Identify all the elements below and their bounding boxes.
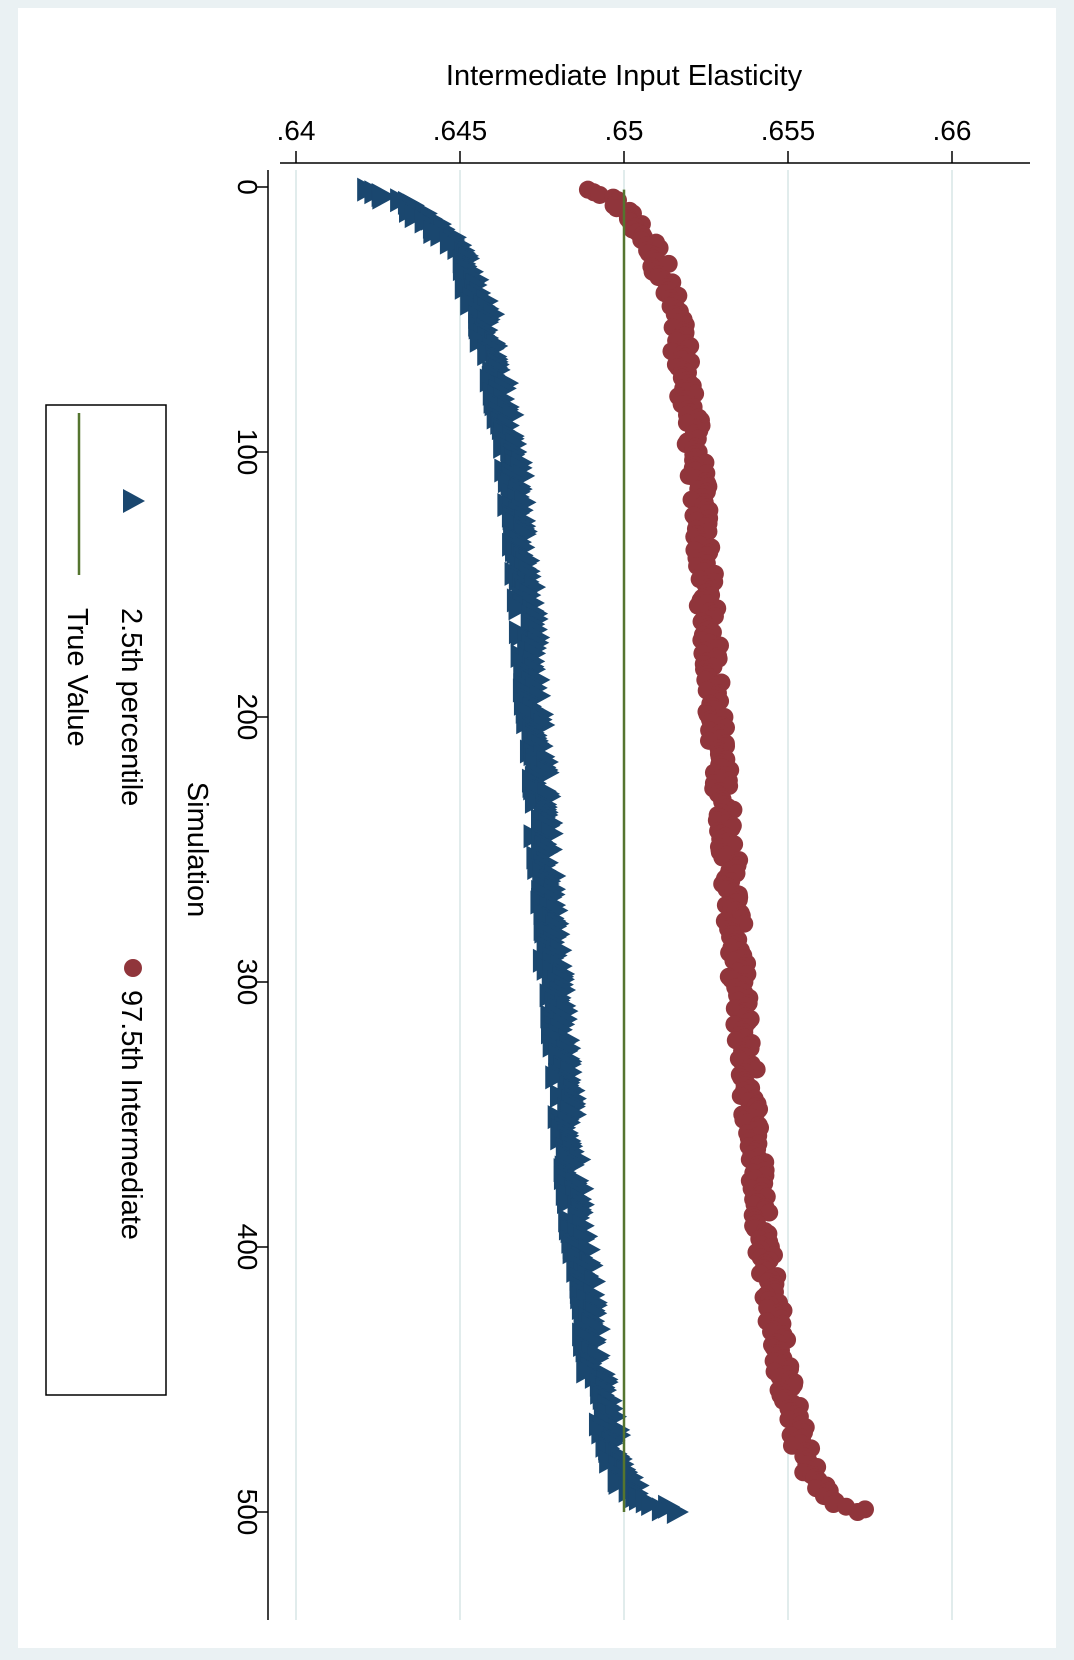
x-tick-label: 300: [232, 959, 263, 1006]
plot-area: [280, 170, 1030, 1620]
x-axis-title: Simulation: [181, 782, 213, 917]
legend-label-true-value: True Value: [61, 608, 93, 747]
point-2-5th-percentile: [666, 1500, 689, 1524]
legend-box: [45, 404, 167, 1396]
x-axis-simulation: 0 100 200 300 400 500: [232, 170, 269, 1620]
series-97-5th-intermediate: [578, 180, 874, 1521]
y-tick-label: .645: [433, 115, 488, 146]
x-tick-label: 500: [232, 1489, 263, 1536]
point-2-5th-percentile: [549, 1083, 572, 1108]
point-2-5th-percentile: [508, 596, 531, 621]
point-2-5th-percentile: [651, 1497, 674, 1522]
x-tick-label: 400: [232, 1224, 263, 1271]
point-2-5th-percentile: [545, 1065, 568, 1090]
legend-triangle-marker: [123, 489, 145, 513]
point-97-5th-intermediate: [590, 185, 609, 204]
y-tick-label: .66: [933, 115, 972, 146]
legend: 2.5th percentile 97.5th Intermediate Tru…: [45, 404, 167, 1396]
legend-circle-marker: [124, 959, 142, 977]
point-97-5th-intermediate: [848, 1503, 867, 1521]
y-tick-label: .64: [277, 115, 316, 146]
point-97-5th-intermediate: [760, 1203, 779, 1222]
x-tick-label: 200: [232, 694, 263, 741]
x-tick-label: 0: [232, 179, 263, 195]
point-2-5th-percentile: [469, 328, 492, 353]
point-97-5th-intermediate: [713, 848, 732, 867]
legend-label-97-5th-intermediate: 97.5th Intermediate: [115, 990, 147, 1240]
point-2-5th-percentile: [372, 185, 395, 210]
x-tick-label: 100: [232, 429, 263, 476]
y-axis-elasticity: .64 .645 .65 .655 .66: [277, 115, 1030, 164]
legend-label-2-5th-percentile: 2.5th percentile: [115, 608, 147, 806]
y-tick-label: .655: [761, 115, 816, 146]
y-axis-title: Intermediate Input Elasticity: [446, 60, 803, 92]
series-2-5th-percentile: [357, 177, 689, 1524]
data-series: [357, 177, 874, 1524]
y-tick-label: .65: [605, 115, 644, 146]
